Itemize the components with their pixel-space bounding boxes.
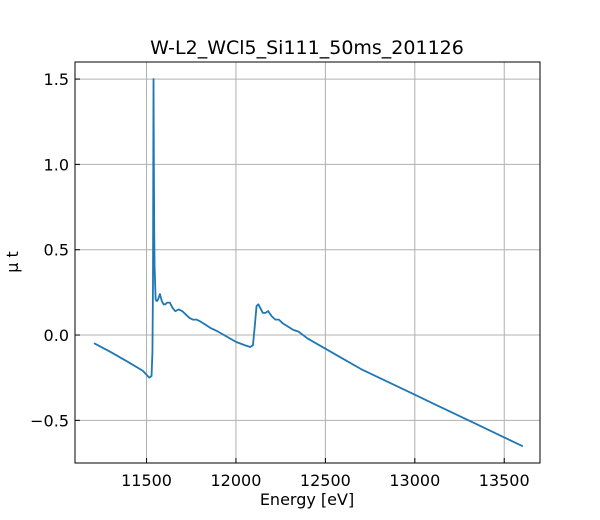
series-layer [93, 78, 524, 447]
chart-title: W-L2_WCl5_Si111_50ms_201126 [150, 37, 464, 59]
y-tick-label: −0.5 [30, 411, 69, 430]
x-tick-label: 12500 [300, 471, 351, 490]
x-tick-label: 11500 [121, 471, 172, 490]
y-axis-label: μ t [3, 251, 22, 273]
series-line [93, 78, 524, 447]
ticks: 11500 12000 12500 13000 13500 −0.5 0.0 0.5 1.0 1.… [30, 70, 530, 490]
grid-lines [75, 62, 540, 463]
y-tick-label: 1.5 [44, 70, 69, 89]
plot-frame [74, 61, 541, 464]
y-tick-label: 0.5 [44, 241, 69, 260]
x-axis-label: Energy [eV] [260, 490, 354, 509]
y-tick-label: 0.0 [44, 326, 69, 345]
y-tick-label: 1.0 [44, 155, 69, 174]
x-tick-label: 12000 [211, 471, 262, 490]
x-tick-label: 13500 [479, 471, 530, 490]
x-tick-label: 13000 [389, 471, 440, 490]
